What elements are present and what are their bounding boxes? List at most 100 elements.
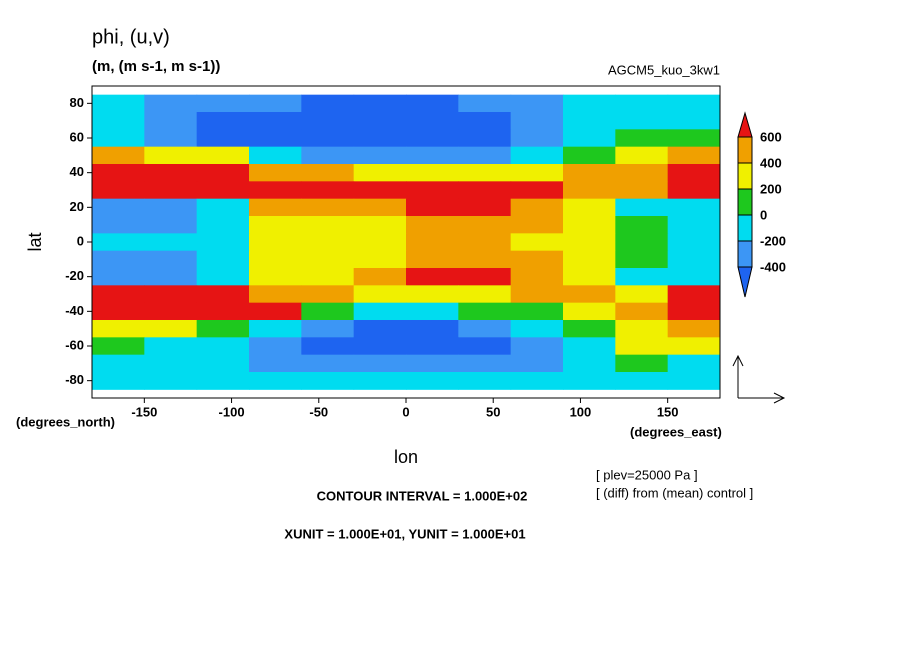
field-cell <box>196 181 250 200</box>
field-cell <box>249 285 302 304</box>
field-cell <box>196 216 250 234</box>
field-cell <box>563 233 616 252</box>
field-cell <box>458 164 512 182</box>
chart-subtitle: (m, (m s-1, m s-1)) <box>92 58 220 75</box>
note: [ plev=25000 Pa ] <box>596 467 698 482</box>
field-cell <box>196 198 250 217</box>
colorbar-label: 200 <box>760 181 782 196</box>
field-cell <box>563 216 616 234</box>
field-cell <box>615 198 669 217</box>
field-cell <box>615 250 669 269</box>
field-cell <box>196 146 250 165</box>
field-cell <box>353 250 407 269</box>
colorbar-swatch <box>737 188 753 216</box>
field-cell <box>249 268 302 286</box>
field-cell <box>458 285 512 304</box>
field-cell <box>510 164 564 182</box>
y-axis-label: lat <box>25 232 45 251</box>
field-cell <box>301 164 355 182</box>
field-cell <box>353 354 407 373</box>
field-cell <box>92 354 145 373</box>
field-cell <box>144 320 198 338</box>
field-cell <box>301 146 355 165</box>
field-cell <box>353 146 407 165</box>
field-cell <box>92 129 145 148</box>
field-cell <box>92 372 145 390</box>
field-cell <box>144 146 198 165</box>
field-cell <box>458 181 512 200</box>
field-cell <box>667 94 721 113</box>
field-cell <box>249 233 302 252</box>
field-cell <box>615 354 669 373</box>
field-cell <box>406 112 459 130</box>
field-cell <box>196 250 250 269</box>
field-cell <box>406 216 459 234</box>
field-cell <box>563 164 616 182</box>
y-tick-label: -20 <box>65 268 84 283</box>
field-cell <box>144 198 198 217</box>
field-cell <box>458 250 512 269</box>
field-cell <box>510 372 564 390</box>
field-cell <box>510 302 564 321</box>
field-cell <box>563 354 616 373</box>
field-cell <box>510 337 564 356</box>
field-cell <box>458 112 512 130</box>
field-cell <box>249 354 302 373</box>
field-cell <box>196 285 250 304</box>
field-cell <box>301 112 355 130</box>
field-cell <box>667 354 721 373</box>
field-cell <box>406 302 459 321</box>
field-cell <box>458 94 512 113</box>
y-tick-label: 0 <box>77 233 84 248</box>
field-cell <box>301 181 355 200</box>
field-cell <box>406 320 459 338</box>
field-cell <box>615 337 669 356</box>
field-cell <box>458 216 512 234</box>
y-tick-label: -40 <box>65 303 84 318</box>
field-cell <box>667 164 721 182</box>
field-cell <box>458 146 512 165</box>
field-cell <box>406 372 459 390</box>
field-cell <box>353 216 407 234</box>
field-cell <box>458 320 512 338</box>
field-cell <box>615 216 669 234</box>
field-cell <box>249 320 302 338</box>
field-cell <box>667 198 721 217</box>
field-cell <box>249 181 302 200</box>
field-cell <box>353 181 407 200</box>
field-cell <box>353 372 407 390</box>
field-cell <box>615 268 669 286</box>
field-cell <box>353 302 407 321</box>
field-cell <box>510 354 564 373</box>
field-cell <box>667 268 721 286</box>
field-cell <box>301 216 355 234</box>
field-cell <box>353 320 407 338</box>
field-cell <box>510 94 564 113</box>
reference-vector <box>732 354 786 404</box>
field-cell <box>249 146 302 165</box>
field-cell <box>249 250 302 269</box>
field-cell <box>144 112 198 130</box>
field-cell <box>667 146 721 165</box>
field-cell <box>667 372 721 390</box>
y-tick-label: 60 <box>70 129 84 144</box>
field-cell <box>510 198 564 217</box>
field-cell <box>353 94 407 113</box>
field-cell <box>615 129 669 148</box>
field-cell <box>510 146 564 165</box>
field-cell <box>667 250 721 269</box>
field-cell <box>406 129 459 148</box>
field-cell <box>615 302 669 321</box>
field-cell <box>563 302 616 321</box>
field-cell <box>406 146 459 165</box>
x-tick-label: 0 <box>402 404 409 419</box>
field-cell <box>301 285 355 304</box>
field-cell <box>458 233 512 252</box>
field-cell <box>301 302 355 321</box>
field-cell <box>196 233 250 252</box>
footer: CONTOUR INTERVAL = 1.000E+02 <box>317 488 528 503</box>
field-cell <box>667 233 721 252</box>
field-cell <box>249 302 302 321</box>
y-unit: (degrees_north) <box>16 414 115 429</box>
